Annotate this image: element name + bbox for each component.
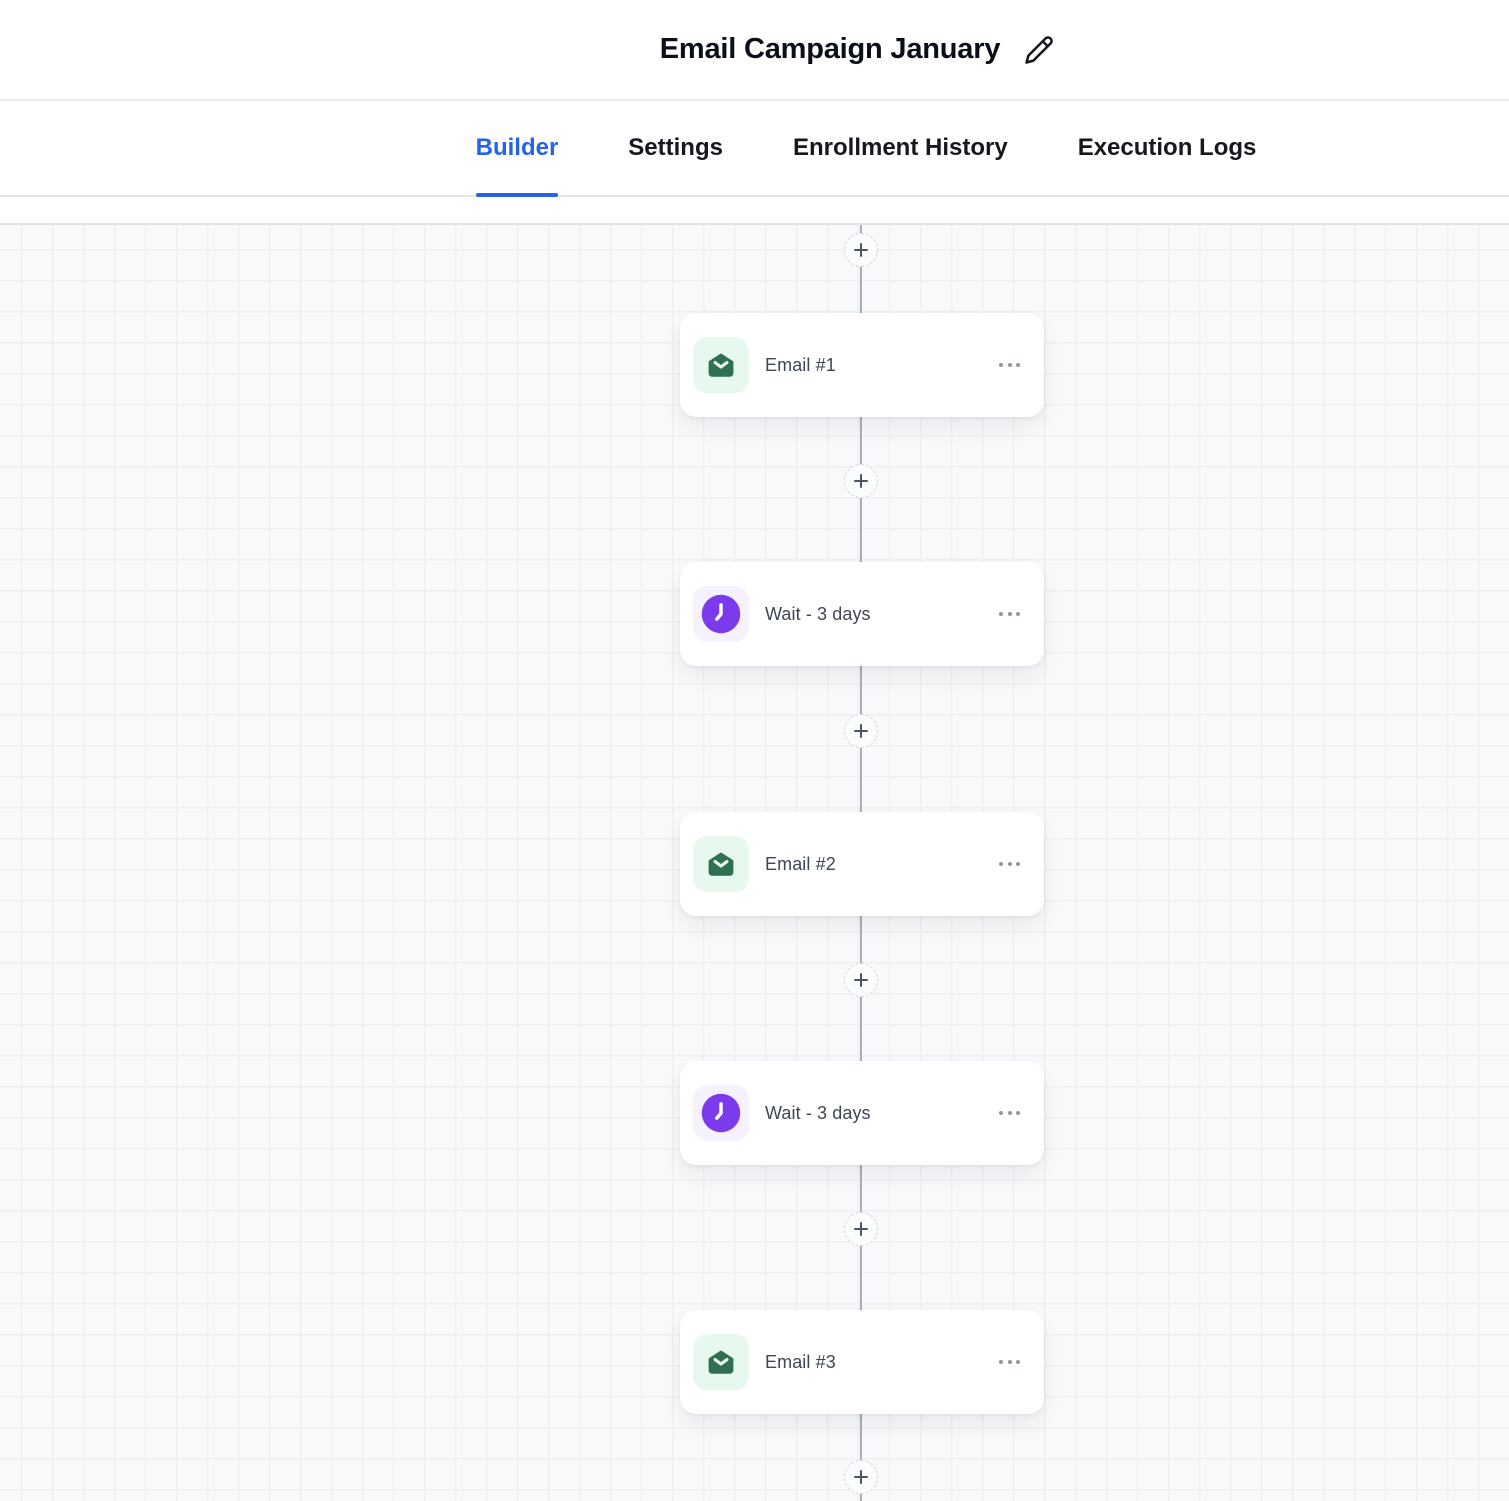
envelope-icon (693, 1334, 749, 1390)
step-label: Email #2 (765, 853, 836, 874)
canvas-top-gap (0, 197, 1509, 223)
add-step-button[interactable] (844, 233, 878, 267)
ellipsis-icon (999, 612, 1020, 616)
ellipsis-icon (999, 363, 1020, 367)
add-step-button[interactable] (844, 714, 878, 748)
plus-icon (853, 1469, 869, 1485)
step-label: Wait - 3 days (765, 603, 871, 624)
clock-icon (693, 1085, 749, 1141)
workflow-step-card-email-3[interactable]: Email #3 (680, 1310, 1044, 1414)
step-label: Email #3 (765, 1351, 836, 1372)
ellipsis-icon (999, 1111, 1020, 1115)
workflow-step-card-email-2[interactable]: Email #2 (680, 812, 1044, 916)
envelope-icon (693, 836, 749, 892)
step-menu-button[interactable] (997, 1105, 1022, 1121)
pencil-icon (1024, 35, 1054, 65)
tab-settings[interactable]: Settings (628, 101, 723, 195)
plus-icon (853, 1221, 869, 1237)
plus-icon (853, 723, 869, 739)
page-header: Email Campaign January (0, 0, 1509, 101)
plus-icon (853, 473, 869, 489)
plus-icon (853, 242, 869, 258)
tab-builder[interactable]: Builder (475, 101, 558, 197)
add-step-button[interactable] (844, 464, 878, 498)
edit-title-button[interactable] (1022, 33, 1056, 67)
workflow-step-card-wait-1[interactable]: Wait - 3 days (680, 562, 1044, 666)
step-menu-button[interactable] (997, 606, 1022, 622)
tab-enrollment-history[interactable]: Enrollment History (793, 101, 1008, 195)
add-step-button[interactable] (844, 1460, 878, 1494)
campaign-title: Email Campaign January (659, 33, 1001, 65)
ellipsis-icon (999, 1360, 1020, 1364)
add-step-button[interactable] (844, 1212, 878, 1246)
step-menu-button[interactable] (997, 1354, 1022, 1370)
step-label: Wait - 3 days (765, 1102, 871, 1123)
clock-icon (693, 586, 749, 642)
workflow-step-card-email-1[interactable]: Email #1 (680, 313, 1044, 417)
tab-execution-logs[interactable]: Execution Logs (1078, 101, 1257, 195)
workflow-step-card-wait-2[interactable]: Wait - 3 days (680, 1061, 1044, 1165)
plus-icon (853, 972, 869, 988)
tab-bar: Builder Settings Enrollment History Exec… (0, 101, 1509, 197)
ellipsis-icon (999, 862, 1020, 866)
workflow-canvas: Email #1 Wait - 3 days Email #2 (0, 223, 1509, 1501)
step-label: Email #1 (765, 354, 836, 375)
envelope-icon (693, 337, 749, 393)
add-step-button[interactable] (844, 963, 878, 997)
step-menu-button[interactable] (997, 357, 1022, 373)
step-menu-button[interactable] (997, 856, 1022, 872)
